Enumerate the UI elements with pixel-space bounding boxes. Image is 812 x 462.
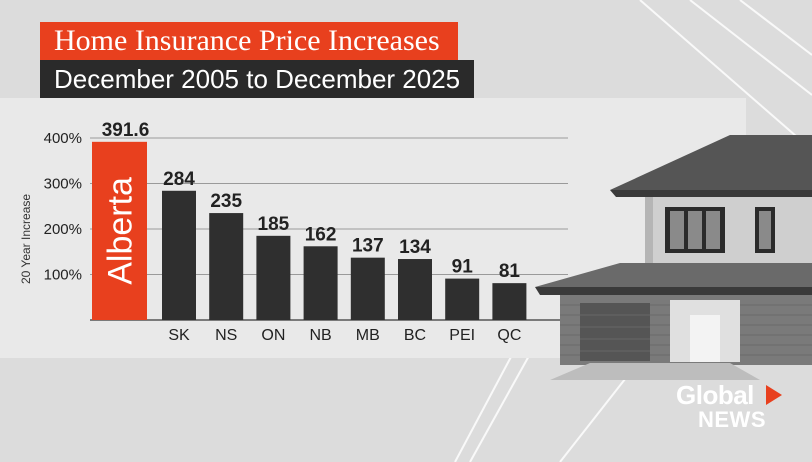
bar-value-label: 235 bbox=[210, 191, 242, 212]
bar-bc bbox=[398, 259, 432, 320]
x-tick-label: ON bbox=[261, 327, 285, 344]
bar-qc bbox=[492, 283, 527, 320]
x-tick-label: SK bbox=[168, 327, 190, 344]
bar-pei bbox=[445, 278, 480, 320]
bar-ns bbox=[209, 213, 244, 320]
x-tick-label: NB bbox=[309, 327, 331, 344]
x-tick-label: MB bbox=[356, 327, 380, 344]
y-tick-label: 400% bbox=[44, 130, 82, 147]
play-arrow-icon bbox=[766, 385, 782, 405]
bar-value-label: 185 bbox=[258, 214, 290, 235]
y-tick-label: 100% bbox=[44, 267, 82, 284]
logo-news-text: NEWS bbox=[698, 407, 766, 432]
house-illustration bbox=[535, 135, 812, 380]
x-tick-label: NS bbox=[215, 327, 237, 344]
bar-value-label: 162 bbox=[305, 224, 337, 245]
logo-global-text: Global bbox=[676, 380, 754, 410]
x-tick-label: BC bbox=[404, 327, 426, 344]
highlight-bar bbox=[92, 141, 147, 320]
bar-value-label: 134 bbox=[399, 237, 431, 258]
bar-value-label: 91 bbox=[452, 257, 474, 278]
highlight-bar-label: Alberta bbox=[102, 177, 140, 285]
bar-value-label: 137 bbox=[352, 236, 384, 257]
global-news-logo: Global NEWS bbox=[676, 382, 786, 442]
bar-nb bbox=[303, 246, 338, 320]
bar-value-label: 284 bbox=[163, 169, 195, 190]
x-tick-label: PEI bbox=[449, 327, 475, 344]
bar-on bbox=[256, 235, 291, 320]
bar-value-label: 81 bbox=[499, 261, 521, 282]
y-tick-label: 200% bbox=[44, 221, 82, 238]
chart-title: Home Insurance Price Increases bbox=[40, 22, 458, 60]
bar-mb bbox=[350, 257, 385, 320]
y-axis-label: 20 Year Increase bbox=[19, 194, 33, 284]
chart-subtitle: December 2005 to December 2025 bbox=[40, 60, 475, 98]
x-tick-label: QC bbox=[497, 327, 521, 344]
highlight-value-label: 391.6 bbox=[102, 120, 150, 141]
bar-sk bbox=[162, 190, 196, 320]
y-tick-label: 300% bbox=[44, 176, 82, 193]
